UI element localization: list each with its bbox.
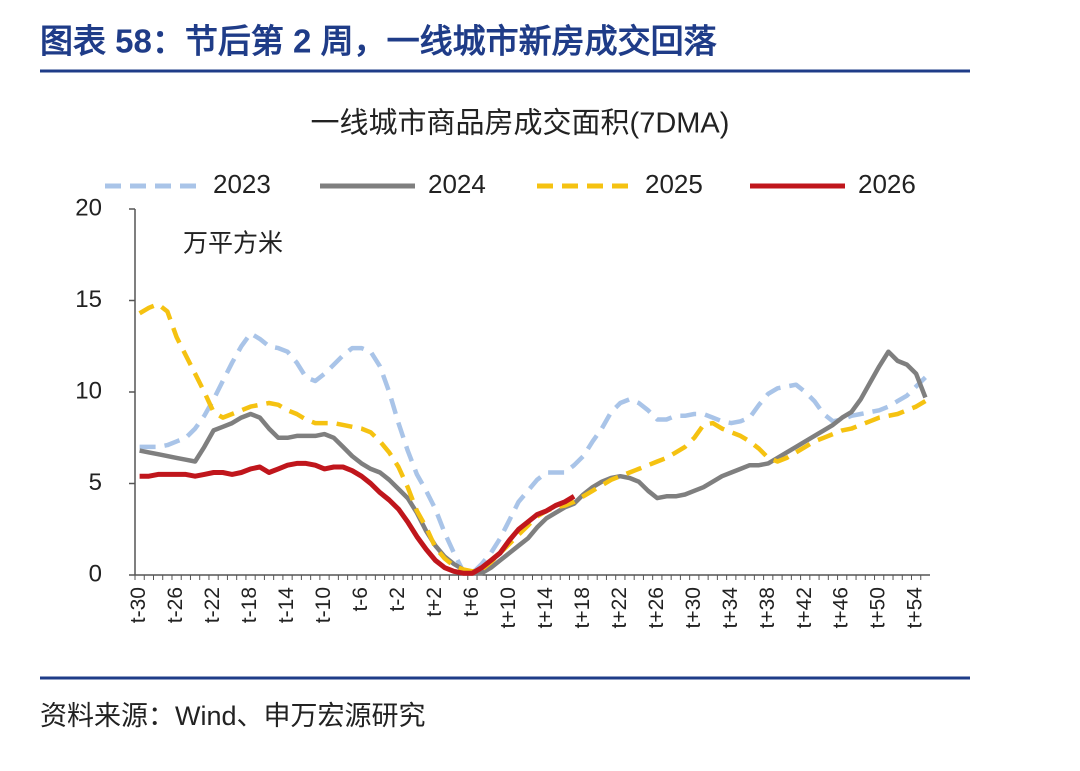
- page-title: 图表 58：节后第 2 周，一线城市新房成交回落: [40, 23, 718, 60]
- y-tick-label: 10: [75, 377, 102, 404]
- x-tick-label: t+10: [497, 587, 520, 628]
- y-tick-label: 20: [75, 194, 102, 221]
- x-tick-label: t+54: [904, 587, 927, 629]
- source: 资料来源：Wind、申万宏源研究: [40, 701, 426, 731]
- y-tick-label: 0: [89, 560, 102, 587]
- series-line: [139, 460, 576, 576]
- x-tick-label: t-14: [275, 587, 298, 624]
- x-tick-label: t+50: [867, 587, 890, 628]
- x-tick-label: t-6: [349, 587, 372, 612]
- x-tick-label: t+26: [645, 587, 668, 628]
- x-tick-label: t-30: [127, 587, 150, 623]
- x-tick-label: t+22: [608, 587, 631, 628]
- x-tick-label: t+14: [534, 587, 557, 629]
- chart-title: 一线城市商品房成交面积(7DMA): [311, 107, 730, 140]
- x-tick-label: t+30: [682, 587, 705, 628]
- x-tick-label: t+34: [719, 587, 742, 629]
- x-tick-label: t+6: [460, 587, 483, 617]
- x-tick-label: t-22: [201, 587, 224, 623]
- y-tick-label: 15: [75, 286, 102, 313]
- legend-label: 2024: [428, 169, 486, 199]
- series-line: [139, 349, 928, 576]
- x-tick-label: t+18: [571, 587, 594, 628]
- x-tick-label: t-18: [238, 587, 261, 623]
- series-line: [139, 331, 927, 576]
- x-tick-label: t-10: [312, 587, 335, 623]
- legend-label: 2026: [858, 169, 916, 199]
- x-tick-label: t+2: [423, 587, 446, 617]
- legend-label: 2025: [645, 169, 703, 199]
- x-tick-label: t+42: [793, 587, 816, 628]
- x-tick-label: t-26: [164, 587, 187, 623]
- series-line: [138, 301, 927, 574]
- x-tick-label: t+46: [830, 587, 853, 628]
- legend-label: 2023: [213, 169, 271, 199]
- y-tick-label: 5: [89, 469, 102, 496]
- y-axis-unit: 万平方米: [183, 230, 283, 258]
- x-tick-label: t+38: [756, 587, 779, 628]
- x-tick-label: t-2: [386, 587, 409, 612]
